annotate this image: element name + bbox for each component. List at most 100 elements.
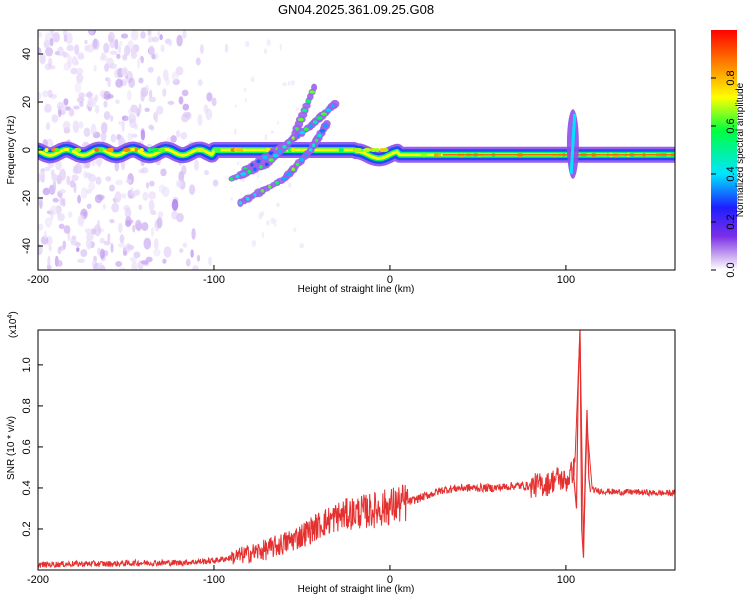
spectrogram-noise-blob <box>130 30 139 41</box>
spectrogram-noise-blob <box>71 174 79 182</box>
spectrogram-noise-blob <box>205 108 213 121</box>
spectrogram-noise-blob <box>266 220 270 226</box>
spectrogram-noise-blob <box>126 90 132 101</box>
spectrogram-noise-blob <box>93 38 98 49</box>
spectrogram-noise-blob <box>73 182 77 194</box>
spectrogram-noise-blob <box>194 159 199 171</box>
snr-x-label: Height of straight line (km) <box>298 584 415 595</box>
spectrogram-noise-blob <box>130 187 134 197</box>
snr-frame <box>37 329 676 571</box>
spectrogram-noise-blob <box>115 78 123 88</box>
spectrogram-noise-blob <box>111 202 120 213</box>
spectrogram-hotspot <box>375 148 380 152</box>
spectrogram-noise-blob <box>156 105 164 115</box>
spectrogram-noise-blob <box>46 121 50 128</box>
spectrogram-track-core <box>309 90 316 94</box>
colorbar-tick-label: 0.4 <box>725 166 737 181</box>
spectrogram-noise-blob <box>140 31 146 39</box>
spectrogram-y-label: Frequency (Hz) <box>6 116 17 185</box>
spectrogram-noise-blob <box>270 130 275 134</box>
spectrogram-noise-blob <box>133 251 141 259</box>
spectrogram-noise-blob <box>182 30 187 39</box>
spectrogram-noise-blob <box>78 121 84 129</box>
spectrogram-track-halo <box>311 83 318 92</box>
spectrogram-hotspot <box>421 152 427 157</box>
spectrogram-noise-blob <box>56 207 61 217</box>
spectrogram-noise-blob <box>153 248 161 257</box>
spectrogram-track-core <box>286 140 291 145</box>
spectrogram-x-ticks: -200 -100 0 100 <box>27 265 575 286</box>
spectrogram-noise-blob <box>208 256 212 266</box>
spectrogram-noise-blob <box>100 133 108 139</box>
spectrogram-noise-blob <box>96 219 101 228</box>
spectrogram-track-core <box>304 153 308 157</box>
y-tick-label: -20 <box>21 190 33 206</box>
spectrogram-noise-blob <box>70 67 78 75</box>
spectrogram-noise-blob <box>103 42 110 54</box>
x-tick-label: -200 <box>27 574 49 586</box>
spectrogram-track-core <box>259 165 263 169</box>
spectrogram-noise-blob <box>118 120 123 126</box>
spectrogram-noise-blob <box>94 105 100 114</box>
spectrogram-noise-blob <box>109 50 118 55</box>
colorbar-gradient <box>711 30 737 270</box>
spectrogram-content <box>38 30 675 270</box>
spectrogram-noise-blob <box>138 169 145 174</box>
spectrogram-noise-blob <box>109 184 115 192</box>
spectrogram-noise-blob <box>117 242 126 248</box>
spectrogram-noise-blob <box>115 261 123 267</box>
spectrogram-noise-blob <box>42 187 50 196</box>
spectrogram-noise-blob <box>75 60 79 66</box>
spectrogram-track-core <box>262 155 268 159</box>
spectrogram-noise-blob <box>77 258 85 263</box>
spectrogram-noise-blob <box>138 103 142 114</box>
spectrogram-noise-blob <box>160 44 165 53</box>
spectrogram-noise-blob <box>276 202 280 207</box>
spectrogram-noise-blob <box>261 232 265 239</box>
snr-y-ticks: 0.2 0.4 0.6 0.8 1.0 <box>21 357 43 537</box>
spectrogram-noise-blob <box>54 51 60 56</box>
spectrogram-noise-blob <box>63 98 69 106</box>
spectrogram-noise-blob <box>88 181 96 191</box>
spectrogram-noise-blob <box>266 39 272 46</box>
spectrogram-hotspot <box>437 152 442 157</box>
spectrogram-noise-blob <box>59 196 64 206</box>
spectrogram-track-core <box>260 189 265 193</box>
spectrogram-noise-blob <box>122 54 127 60</box>
spectrogram-noise-blob <box>77 194 81 204</box>
spectrogram-noise-blob <box>279 43 282 51</box>
spectrogram-noise-blob <box>52 197 59 203</box>
spectrogram-noise-blob <box>118 222 123 234</box>
spectrogram-noise-blob <box>91 260 98 269</box>
spectrogram-noise-blob <box>200 44 204 55</box>
spectrogram-noise-blob <box>47 89 53 98</box>
spectrogram-noise-blob <box>63 62 71 71</box>
spectrogram-noise-blob <box>181 89 189 97</box>
spectrogram-noise-blob <box>287 80 291 87</box>
spectrogram-noise-blob <box>51 114 59 123</box>
spectrogram-track-core <box>312 143 316 147</box>
spectrogram-noise-blob <box>68 108 75 117</box>
spectrogram-track-core <box>291 167 296 171</box>
spectrogram-noise-blob <box>116 53 121 59</box>
spectrogram-noise-blob <box>157 211 164 218</box>
spectrogram-noise-blob <box>151 53 156 60</box>
spectrogram-noise-blob <box>73 105 80 110</box>
spectrogram-noise-blob <box>38 223 44 231</box>
spectrogram-noise-blob <box>195 57 201 66</box>
spectrogram-hotspot <box>433 152 439 157</box>
spectrogram-noise-blob <box>97 247 101 256</box>
spectrogram-noise-blob <box>38 91 42 100</box>
spectrogram-noise-blob <box>109 219 115 224</box>
spectrogram-noise-blob <box>203 169 210 176</box>
spectrogram-noise-blob <box>185 258 191 267</box>
spectrogram-noise-blob <box>77 214 85 227</box>
spectrogram-track-core <box>331 104 335 108</box>
chart-title: GN04.2025.361.09.25.G08 <box>278 2 434 17</box>
spectrogram-noise-blob <box>44 166 51 172</box>
colorbar-ticks: 0.0 0.2 0.4 0.6 0.8 <box>711 70 737 278</box>
spectrogram-hotspot <box>122 148 131 152</box>
spectrogram-noise-blob <box>110 133 117 143</box>
y-tick-label: -40 <box>21 238 33 254</box>
spectrogram-track-core <box>315 138 319 143</box>
